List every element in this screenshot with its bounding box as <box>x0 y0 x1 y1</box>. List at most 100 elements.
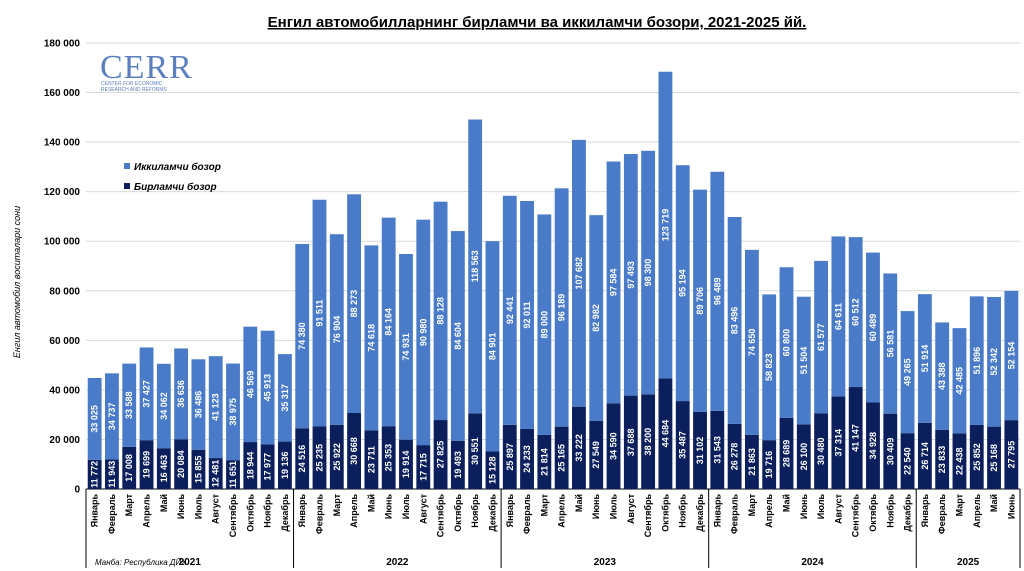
data-label-secondary: 118 563 <box>470 250 480 282</box>
data-label-secondary: 89 706 <box>695 287 705 315</box>
bar-primary <box>139 440 154 489</box>
y-tick-label: 180 000 <box>44 39 81 50</box>
data-label-secondary: 58 823 <box>764 354 774 382</box>
x-tick-label: Июнь <box>799 494 809 520</box>
legend-label-secondary: Иккиламчи бозор <box>134 161 221 173</box>
data-label-secondary: 35 317 <box>280 384 290 412</box>
data-label-secondary: 97 584 <box>609 269 619 297</box>
grid <box>86 42 1020 490</box>
x-tick-label: Январь <box>297 494 307 528</box>
bar-primary <box>554 426 569 489</box>
chart-title: Енгил автомобилларнинг бирламчи ва иккил… <box>268 14 807 31</box>
y-tick-label: 160 000 <box>44 88 81 99</box>
bar-primary <box>987 426 1001 489</box>
data-label-secondary: 41 123 <box>211 393 221 421</box>
year-label: 2022 <box>386 557 409 568</box>
data-label-primary: 11 772 <box>90 461 100 488</box>
bar-primary <box>260 444 275 489</box>
bar-secondary <box>156 363 171 449</box>
x-tick-label: Март <box>954 493 964 516</box>
bar-secondary <box>139 347 154 441</box>
bar-primary <box>191 449 206 489</box>
y-tick-label: 140 000 <box>44 138 81 149</box>
bar-secondary <box>260 330 275 445</box>
data-label-secondary: 89 000 <box>539 311 549 339</box>
data-label-primary: 24 233 <box>522 445 532 473</box>
bar-secondary <box>122 363 137 447</box>
bar-secondary <box>277 354 292 442</box>
year-label: 2023 <box>594 557 617 568</box>
data-label-secondary: 98 300 <box>643 259 653 287</box>
x-axis-labels: Январь Февраль Март Апрель Май Июнь Июль Август… <box>90 493 1017 537</box>
bar-primary <box>502 424 517 489</box>
logo-subtitle-2: RESEARCH AND REFORMS <box>101 87 168 93</box>
x-tick-label: Ноябрь <box>885 494 895 528</box>
bar-secondary <box>208 356 223 459</box>
data-label-primary: 33 222 <box>574 434 584 462</box>
bar-primary <box>277 441 292 489</box>
bar-primary <box>243 442 258 489</box>
bar-secondary <box>485 241 500 452</box>
x-tick-label: Январь <box>90 494 100 528</box>
data-label-primary: 22 540 <box>903 447 913 475</box>
bar-secondary <box>900 311 915 434</box>
data-label-primary: 23 711 <box>366 446 376 473</box>
bar-secondary <box>502 195 517 425</box>
bar-secondary <box>1004 290 1019 421</box>
bar-primary <box>329 424 344 489</box>
x-tick-label: Июнь <box>384 494 394 520</box>
data-label-secondary: 36 486 <box>193 391 203 419</box>
data-label-secondary: 96 489 <box>712 278 722 306</box>
data-label-primary: 34 590 <box>609 432 619 460</box>
x-tick-label: Декабрь <box>903 494 913 532</box>
bar-primary <box>122 446 137 489</box>
bar-primary <box>1004 420 1019 489</box>
x-tick-label: Июнь <box>176 494 186 520</box>
x-tick-label: Июль <box>609 494 619 520</box>
legend-swatch-secondary <box>124 163 130 169</box>
x-tick-label: Февраль <box>315 494 325 534</box>
bar-primary <box>779 417 794 489</box>
data-label-secondary: 74 380 <box>297 322 307 350</box>
bar-primary <box>641 394 656 489</box>
data-label-secondary: 123 719 <box>660 209 670 242</box>
data-label-primary: 30 668 <box>349 437 359 465</box>
y-tick-label: 0 <box>74 485 80 496</box>
data-label-secondary: 45 913 <box>263 374 273 402</box>
bar-secondary <box>744 249 759 435</box>
data-label-primary: 23 833 <box>937 446 947 474</box>
x-tick-label: Май <box>782 494 792 512</box>
x-tick-label: Февраль <box>937 494 947 534</box>
data-label-primary: 17 977 <box>263 453 273 481</box>
y-axis-label: Енгил автомобил воситалари сони <box>12 206 22 358</box>
x-tick-label: Декабрь <box>280 494 290 532</box>
data-label-primary: 26 714 <box>920 442 930 470</box>
data-label-secondary: 60 800 <box>782 329 792 357</box>
data-label-secondary: 37 427 <box>142 380 152 408</box>
data-label-secondary: 64 611 <box>833 303 843 330</box>
logo-text: CERR <box>100 49 193 86</box>
data-label-primary: 21 863 <box>747 448 757 476</box>
x-tick-label: Август <box>833 493 843 524</box>
bar-primary <box>917 422 932 489</box>
data-label-secondary: 74 618 <box>366 324 376 352</box>
bar-secondary <box>848 237 863 388</box>
bar-primary <box>658 378 673 489</box>
bar-secondary <box>831 236 846 397</box>
source-note: Манба: Республика ДЙХ <box>95 558 187 567</box>
bar-primary <box>520 428 534 489</box>
data-label-primary: 15 855 <box>193 456 203 484</box>
x-tick-label: Февраль <box>522 494 532 534</box>
bar-secondary <box>866 252 880 403</box>
data-label-secondary: 60 512 <box>851 298 861 326</box>
data-label-primary: 25 168 <box>989 444 999 472</box>
data-label-primary: 28 689 <box>782 440 792 468</box>
data-label-secondary: 74 650 <box>747 329 757 357</box>
legend-label-primary: Бирламчи бозор <box>134 181 217 193</box>
logo-subtitle-1: CENTER FOR ECONOMIC <box>101 81 163 87</box>
bar-primary <box>900 433 915 489</box>
x-tick-label: Август <box>211 493 221 524</box>
y-tick-label: 120 000 <box>44 187 81 198</box>
data-label-primary: 27 795 <box>1006 441 1016 469</box>
